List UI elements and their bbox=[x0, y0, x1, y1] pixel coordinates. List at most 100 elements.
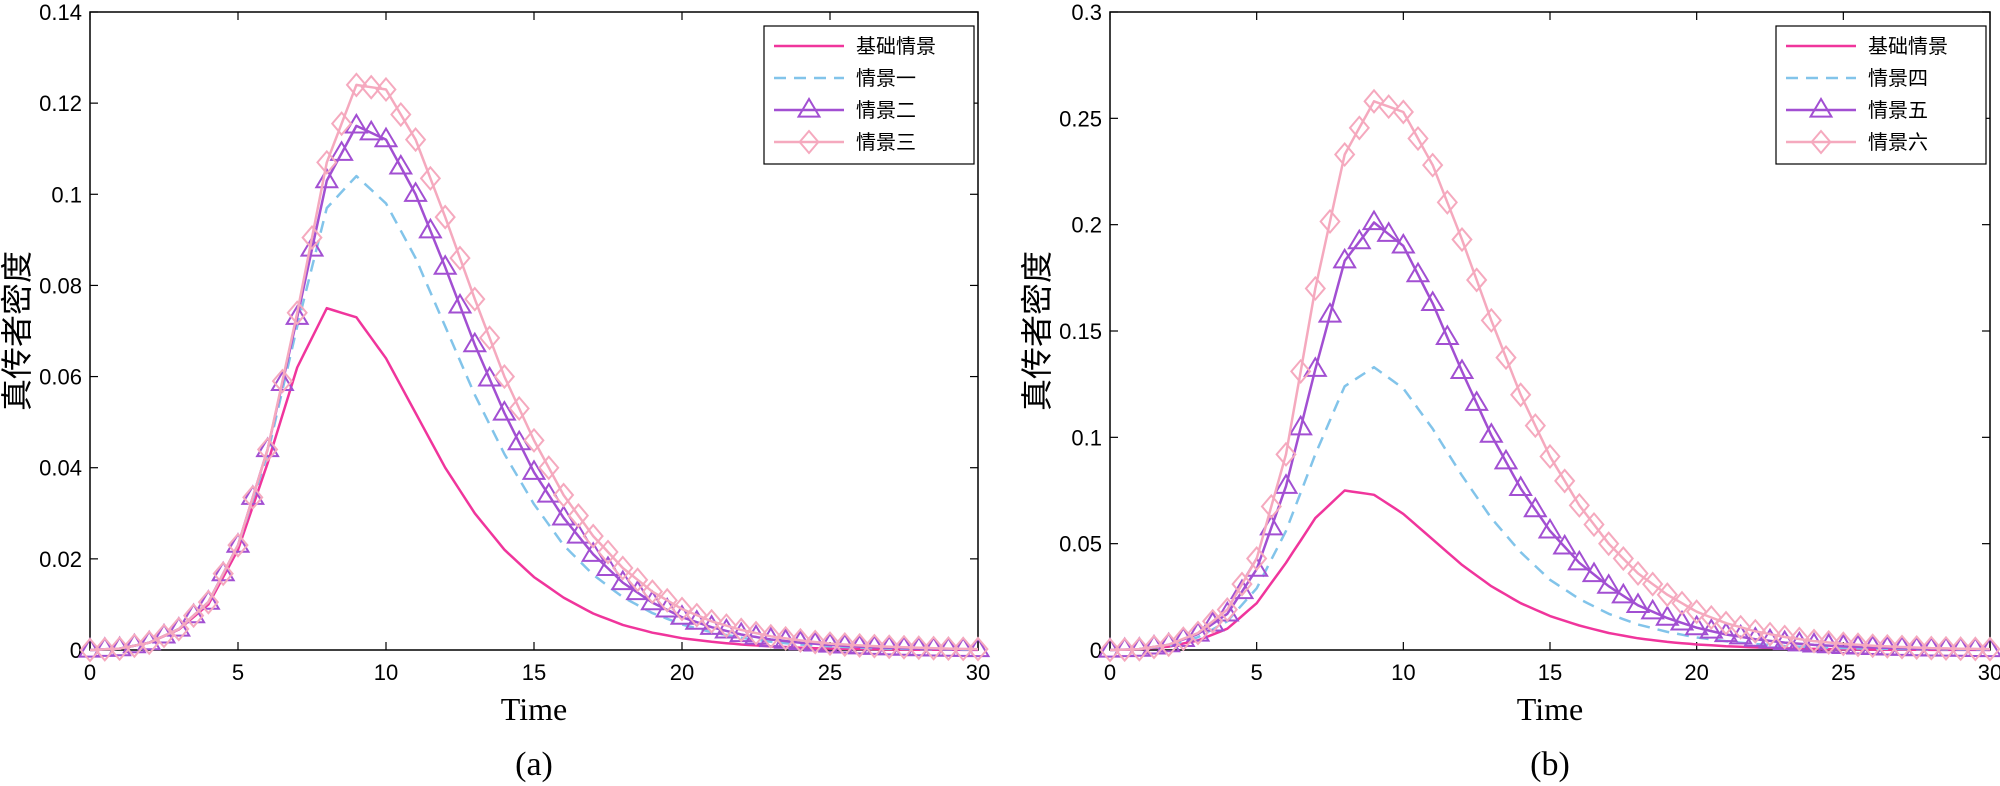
data-point-marker bbox=[1684, 614, 1709, 636]
data-point-marker bbox=[523, 427, 545, 453]
data-point-marker bbox=[1200, 610, 1225, 632]
series-1 bbox=[89, 306, 978, 652]
legend-label: 情景三 bbox=[856, 130, 916, 154]
data-point-marker bbox=[182, 603, 205, 629]
data-point-marker bbox=[168, 616, 190, 642]
data-point-marker bbox=[937, 636, 960, 662]
data-point-marker bbox=[403, 181, 428, 202]
legend-marker bbox=[798, 129, 820, 155]
data-point-marker bbox=[418, 217, 443, 239]
data-point-marker bbox=[715, 613, 738, 639]
data-point-marker bbox=[1347, 228, 1372, 250]
data-point-marker bbox=[1260, 493, 1282, 519]
data-point-marker bbox=[1288, 414, 1313, 436]
y-tick-label: 0.02 bbox=[39, 547, 82, 572]
data-point-marker bbox=[1539, 443, 1561, 470]
data-point-marker bbox=[256, 436, 279, 463]
data-point-marker bbox=[508, 395, 530, 422]
data-point-marker bbox=[1246, 546, 1268, 572]
data-point-marker bbox=[388, 153, 414, 175]
data-point-marker bbox=[1568, 492, 1590, 518]
data-point-marker bbox=[1612, 546, 1634, 572]
legend-label: 情景六 bbox=[1868, 130, 1928, 154]
series-4 bbox=[79, 72, 989, 663]
data-point-marker bbox=[330, 111, 353, 137]
data-point-marker bbox=[345, 72, 368, 98]
data-point-marker bbox=[1713, 621, 1739, 643]
legend-label: 基础情景 bbox=[856, 34, 936, 58]
data-point-marker bbox=[967, 636, 989, 662]
data-point-marker bbox=[271, 368, 294, 394]
data-point-marker bbox=[612, 555, 634, 581]
data-point-marker bbox=[1876, 633, 1898, 659]
data-point-marker bbox=[1669, 609, 1695, 631]
data-point-marker bbox=[700, 608, 723, 634]
data-point-marker bbox=[582, 523, 604, 549]
chart-panel-a: 0 5 10 15 20 25 3000.020.040.060.080.10.120.14… bbox=[0, 0, 990, 783]
y-tick-label: 0.14 bbox=[39, 0, 82, 25]
data-point-marker bbox=[1598, 531, 1620, 557]
data-point-marker bbox=[626, 567, 649, 593]
data-point-marker bbox=[210, 560, 236, 582]
data-point-marker bbox=[1554, 468, 1576, 494]
data-point-marker bbox=[1818, 629, 1840, 655]
data-point-marker bbox=[79, 637, 101, 663]
legend-marker bbox=[1810, 129, 1832, 155]
data-point-marker bbox=[834, 631, 856, 658]
data-point-marker bbox=[1361, 209, 1387, 231]
data-point-marker bbox=[965, 636, 991, 658]
data-point-marker bbox=[225, 532, 251, 553]
series-line bbox=[89, 83, 979, 652]
data-point-marker bbox=[1700, 604, 1722, 631]
data-point-marker bbox=[1847, 632, 1869, 658]
x-tick-label: 10 bbox=[1391, 660, 1415, 685]
data-point-marker bbox=[1935, 635, 1957, 661]
series-line bbox=[89, 174, 979, 652]
series-4 bbox=[1099, 88, 2000, 663]
data-point-marker bbox=[641, 579, 664, 605]
x-tick-label: 10 bbox=[374, 660, 398, 685]
data-point-marker bbox=[1508, 475, 1533, 496]
data-point-marker bbox=[1436, 189, 1458, 215]
data-point-marker bbox=[1524, 413, 1546, 439]
data-point-marker bbox=[92, 636, 118, 657]
data-point-marker bbox=[1319, 208, 1341, 235]
panel-caption: (a) bbox=[515, 746, 553, 783]
x-tick-label: 15 bbox=[522, 660, 546, 685]
data-point-marker bbox=[1303, 356, 1328, 377]
data-point-marker bbox=[1479, 422, 1504, 443]
data-point-marker bbox=[936, 636, 961, 657]
x-tick-label: 0 bbox=[1104, 660, 1116, 685]
data-point-marker bbox=[316, 149, 338, 175]
data-point-marker bbox=[1803, 628, 1825, 654]
data-point-marker bbox=[1567, 549, 1592, 571]
data-point-marker bbox=[1495, 345, 1517, 371]
data-point-marker bbox=[1466, 267, 1488, 293]
data-point-marker bbox=[804, 629, 826, 655]
data-point-marker bbox=[908, 635, 930, 661]
data-point-marker bbox=[1581, 561, 1607, 583]
data-point-marker bbox=[1744, 618, 1766, 644]
y-tick-label: 0.05 bbox=[1059, 532, 1102, 557]
data-point-marker bbox=[1728, 623, 1753, 645]
data-point-marker bbox=[242, 484, 264, 510]
series-2 bbox=[89, 174, 979, 652]
legend-label: 基础情景 bbox=[1868, 34, 1948, 58]
data-point-marker bbox=[212, 561, 234, 587]
data-point-marker bbox=[1686, 599, 1708, 625]
data-point-marker bbox=[567, 503, 590, 529]
data-point-marker bbox=[1464, 390, 1489, 411]
x-tick-label: 25 bbox=[818, 660, 842, 685]
data-point-marker bbox=[447, 292, 473, 314]
data-point-marker bbox=[1596, 573, 1621, 594]
data-point-marker bbox=[656, 587, 678, 613]
data-point-marker bbox=[1699, 618, 1724, 639]
data-point-marker bbox=[536, 482, 562, 503]
data-point-marker bbox=[789, 627, 812, 653]
data-point-marker bbox=[1332, 247, 1357, 269]
data-point-marker bbox=[878, 634, 900, 660]
data-point-marker bbox=[597, 539, 619, 565]
data-point-marker bbox=[1451, 227, 1473, 253]
data-point-marker bbox=[432, 254, 458, 275]
